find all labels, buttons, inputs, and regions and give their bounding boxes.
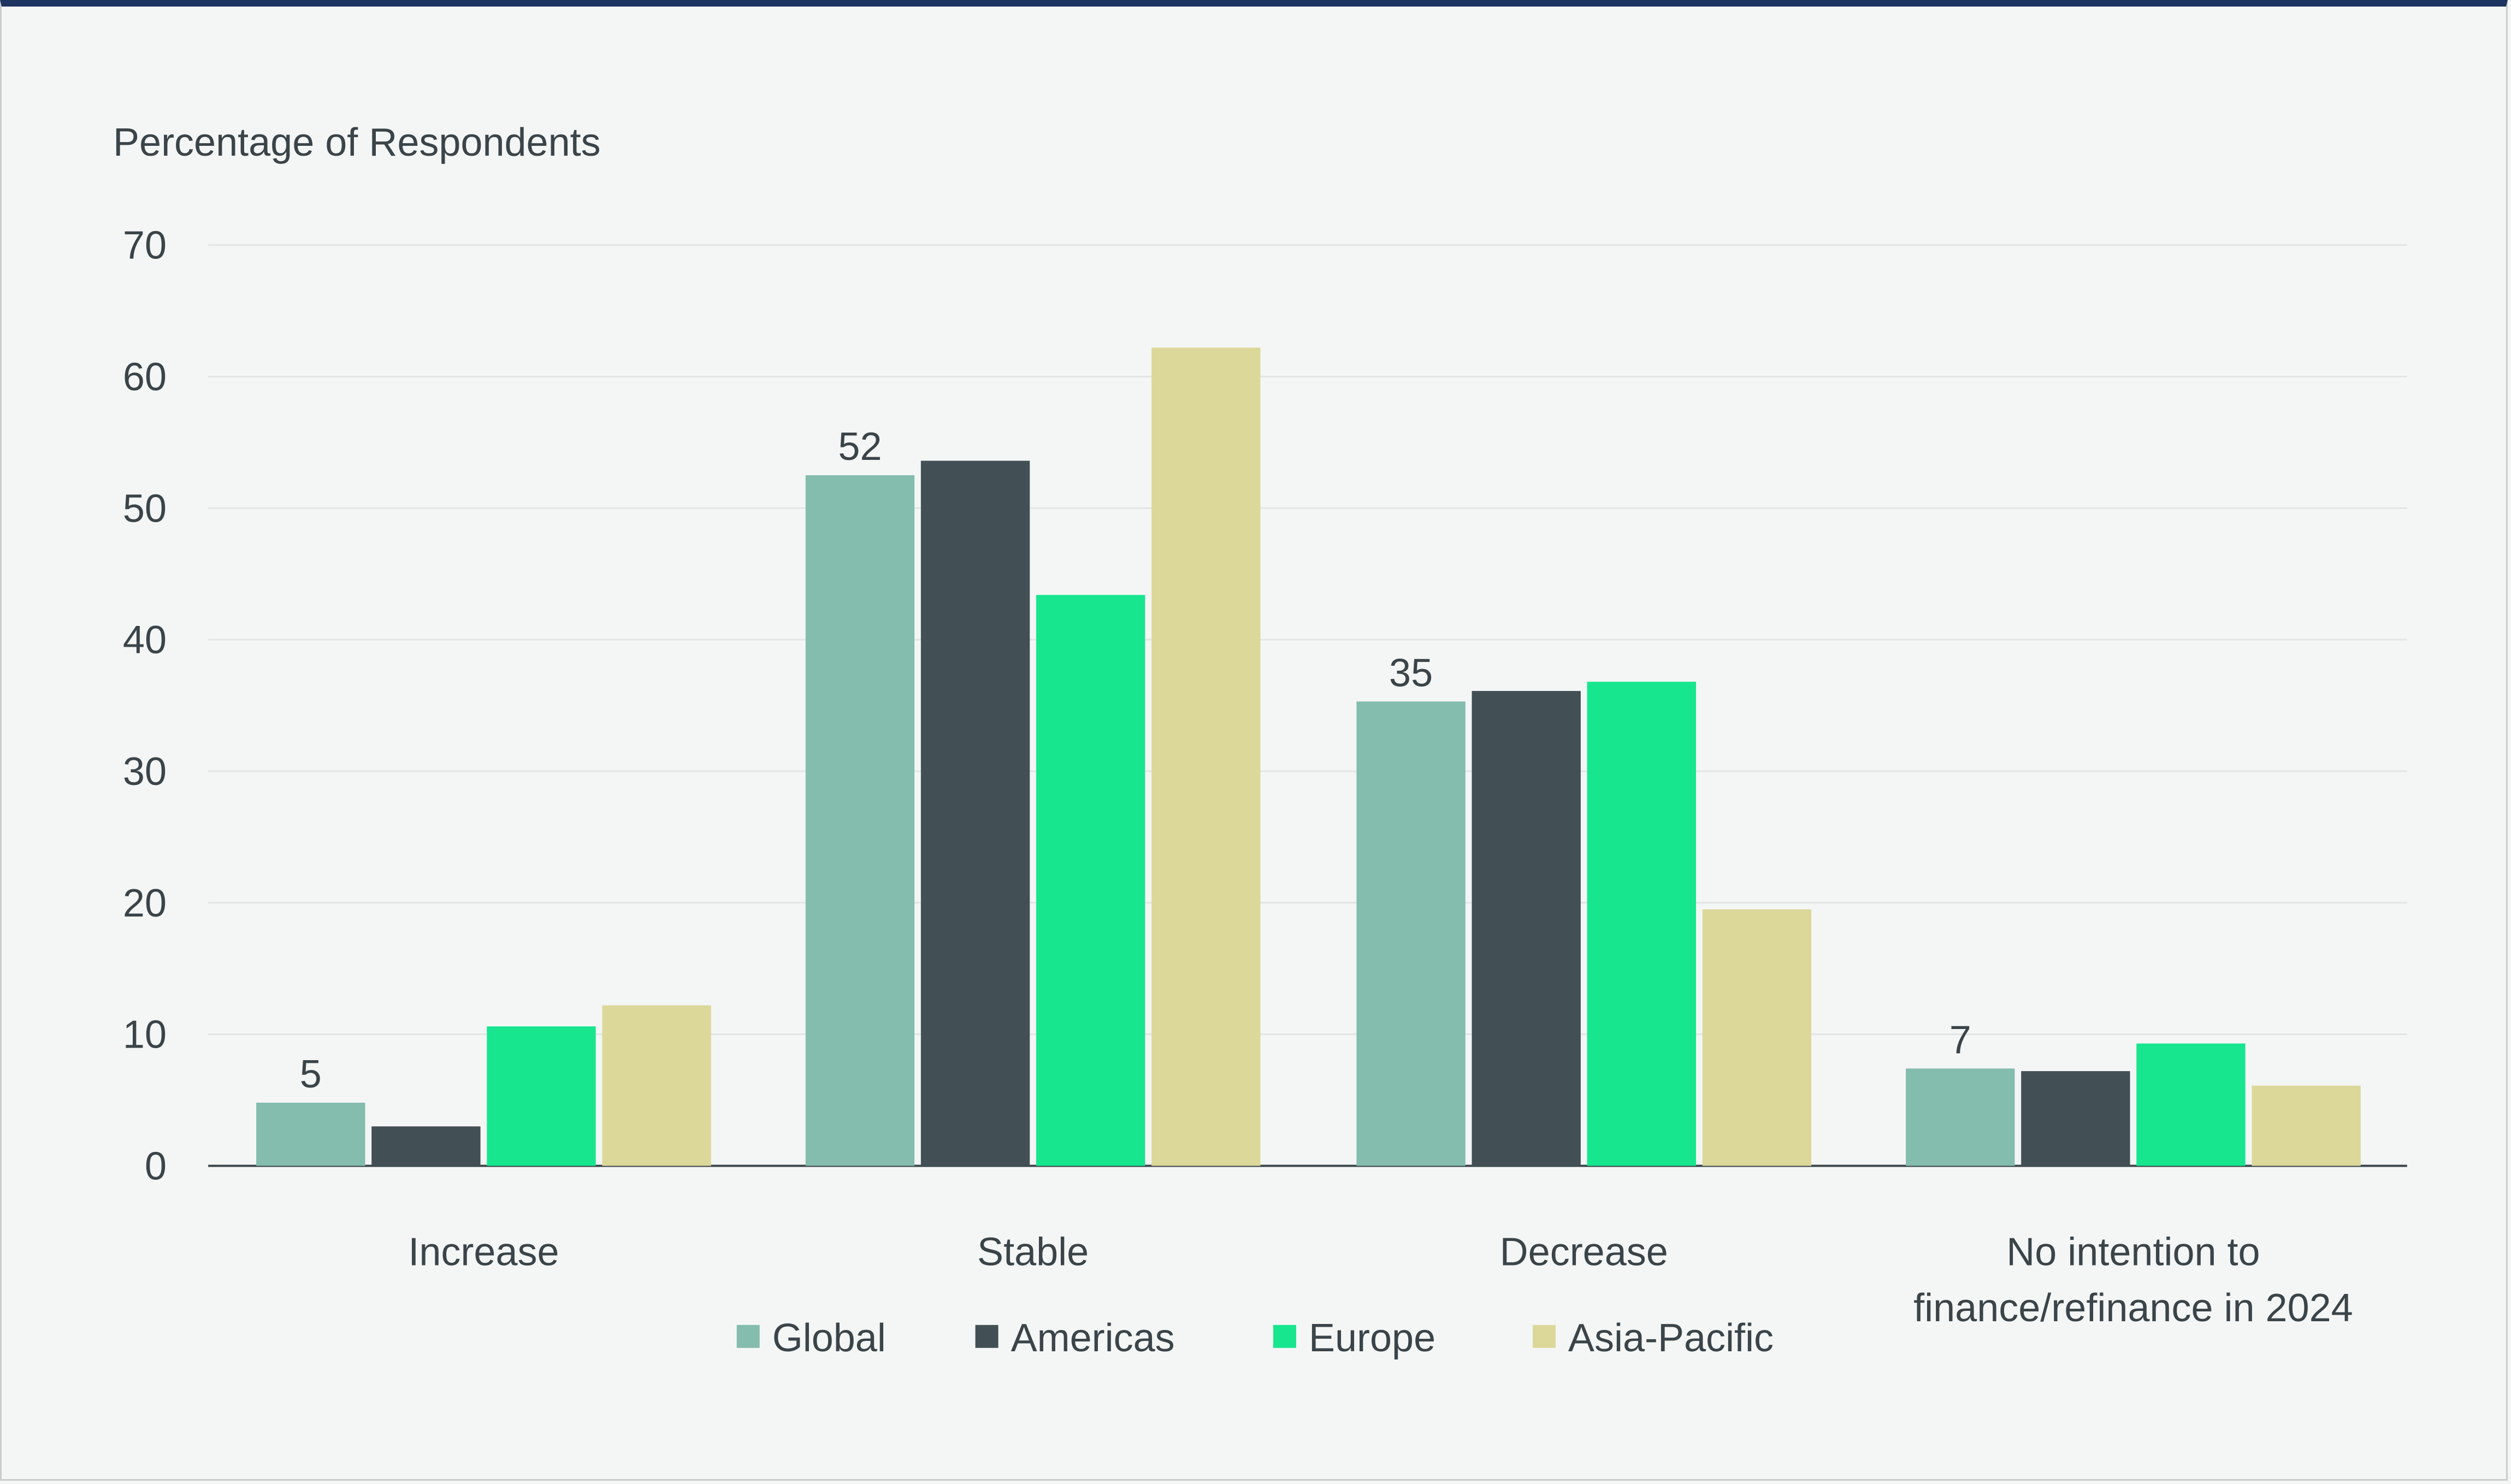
bar-asia-pacific bbox=[1151, 347, 1261, 1166]
bar-americas bbox=[371, 1126, 481, 1166]
legend-swatch bbox=[1532, 1325, 1556, 1348]
category-label: Increase bbox=[408, 1230, 559, 1274]
category-label: Stable bbox=[977, 1230, 1089, 1274]
bar-europe bbox=[1036, 595, 1145, 1166]
y-tick-label: 70 bbox=[123, 224, 167, 268]
data-label: 5 bbox=[300, 1053, 322, 1096]
legend-label: Europe bbox=[1309, 1316, 1435, 1360]
bar-asia-pacific bbox=[1702, 909, 1812, 1166]
y-tick-label: 40 bbox=[123, 618, 167, 662]
y-tick-label: 60 bbox=[123, 355, 167, 399]
y-tick-label: 10 bbox=[123, 1013, 167, 1057]
category-label: finance/refinance in 2024 bbox=[1913, 1286, 2353, 1330]
legend-label: Asia-Pacific bbox=[1568, 1316, 1774, 1360]
bar-europe bbox=[487, 1026, 596, 1166]
bar-americas bbox=[2021, 1071, 2130, 1166]
legend-label: Global bbox=[772, 1316, 886, 1360]
bar-americas bbox=[920, 460, 1030, 1166]
bar-asia-pacific bbox=[2252, 1085, 2361, 1166]
category-label: Decrease bbox=[1500, 1230, 1668, 1274]
data-label: 7 bbox=[1949, 1018, 1971, 1062]
bar-global bbox=[256, 1102, 365, 1166]
bar-asia-pacific bbox=[602, 1005, 711, 1166]
bar-europe bbox=[2136, 1043, 2246, 1166]
y-tick-label: 20 bbox=[123, 882, 167, 925]
legend-label: Americas bbox=[1011, 1316, 1175, 1360]
legend-swatch bbox=[975, 1325, 999, 1348]
bar-global bbox=[1906, 1068, 2015, 1166]
legend-swatch bbox=[736, 1325, 760, 1348]
data-label: 52 bbox=[838, 425, 882, 469]
bar-europe bbox=[1587, 682, 1696, 1166]
y-tick-label: 30 bbox=[123, 750, 167, 794]
y-tick-label: 0 bbox=[145, 1144, 167, 1188]
legend-swatch bbox=[1273, 1325, 1296, 1348]
data-label: 35 bbox=[1389, 651, 1433, 695]
category-label: No intention to bbox=[2006, 1230, 2260, 1274]
bar-global bbox=[805, 475, 915, 1166]
y-tick-label: 50 bbox=[123, 487, 167, 530]
bar-global bbox=[1356, 701, 1466, 1166]
y-axis-label: Percentage of Respondents bbox=[113, 121, 601, 164]
bar-americas bbox=[1472, 691, 1581, 1166]
